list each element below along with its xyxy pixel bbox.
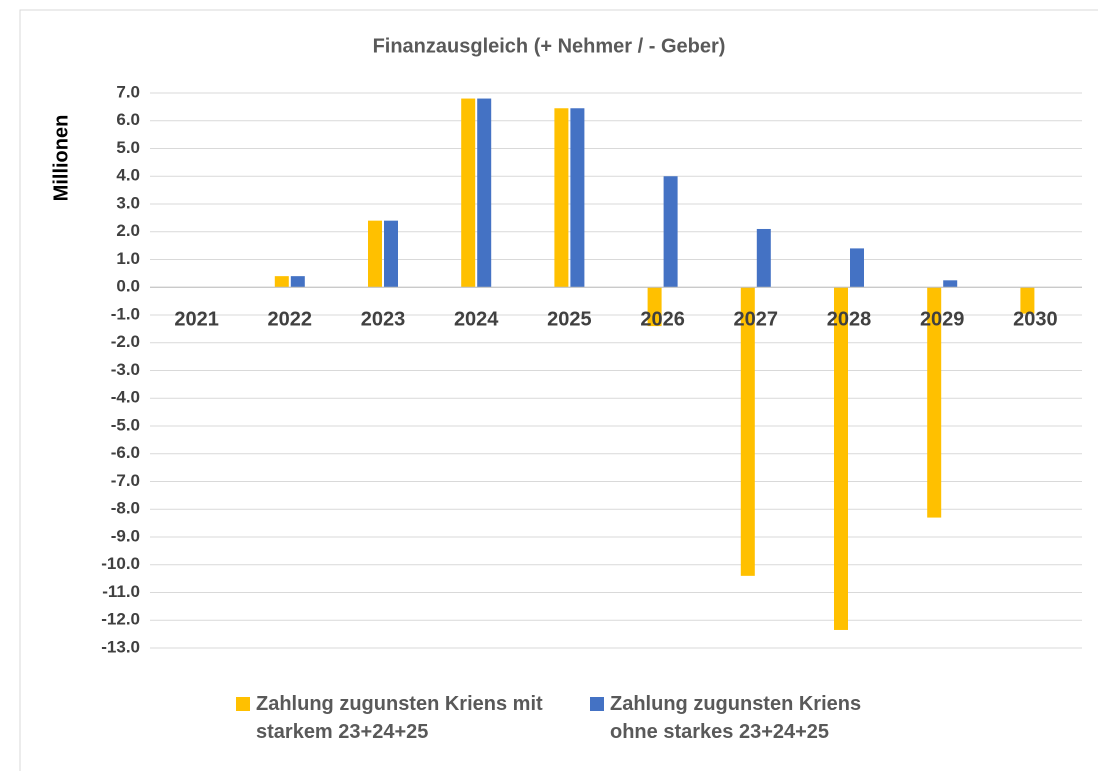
x-tick-label: 2024 <box>454 309 499 331</box>
bar <box>384 220 398 288</box>
y-axis-label: Millionen <box>50 115 72 202</box>
y-tick-label: -3.0 <box>111 360 140 379</box>
y-tick-label: 3.0 <box>116 193 140 212</box>
x-tick-label: 2021 <box>174 309 219 331</box>
bar <box>274 276 289 288</box>
y-tick-label: -6.0 <box>111 443 140 462</box>
y-tick-label: -10.0 <box>101 554 140 573</box>
y-tick-label: -1.0 <box>111 304 140 323</box>
x-tick-label: 2022 <box>268 309 313 331</box>
bar <box>290 276 305 288</box>
x-tick-label: 2029 <box>920 309 965 331</box>
x-tick-label: 2023 <box>361 309 406 331</box>
y-tick-label: 2.0 <box>116 221 140 240</box>
x-tick-label: 2026 <box>640 309 685 331</box>
y-tick-label: 5.0 <box>116 138 140 157</box>
bar <box>1020 287 1035 314</box>
y-tick-label: -8.0 <box>111 499 140 518</box>
y-tick-label: -11.0 <box>102 582 140 601</box>
y-tick-label: 1.0 <box>116 249 140 268</box>
x-tick-label: 2028 <box>827 309 872 331</box>
y-tick-label: -5.0 <box>111 415 140 434</box>
bar <box>368 220 382 288</box>
bar <box>927 287 942 518</box>
bar <box>570 108 585 288</box>
y-tick-label: -13.0 <box>101 637 140 656</box>
x-tick-label: 2025 <box>547 309 592 331</box>
legend-label: Zahlung zugunsten Kriens mit starkem 23+… <box>256 693 543 743</box>
bar <box>943 280 958 288</box>
legend-entry: Zahlung zugunsten Kriens ohne starkes 23… <box>590 690 900 746</box>
chart-title: Finanzausgleich (+ Nehmer / - Geber) <box>373 35 726 57</box>
x-tick-label: 2030 <box>1013 309 1058 331</box>
chart-border <box>19 9 1098 771</box>
bar <box>834 287 848 630</box>
y-tick-label: -2.0 <box>111 332 140 351</box>
y-tick-label: -7.0 <box>111 471 140 490</box>
y-tick-label: 0.0 <box>116 277 140 296</box>
legend-entry: Zahlung zugunsten Kriens mit starkem 23+… <box>236 690 546 746</box>
bar <box>647 287 662 327</box>
y-tick-label: -12.0 <box>101 610 140 629</box>
y-tick-label: 4.0 <box>116 166 140 185</box>
y-tick-label: -4.0 <box>111 388 140 407</box>
y-tick-label: 6.0 <box>116 110 140 129</box>
legend-swatch <box>236 697 250 711</box>
bar <box>477 98 492 288</box>
bar <box>461 98 476 288</box>
legend-swatch <box>590 697 604 711</box>
bar <box>756 228 771 288</box>
x-tick-label: 2027 <box>734 309 779 331</box>
y-tick-label: 7.0 <box>116 82 140 101</box>
legend-label: Zahlung zugunsten Kriens ohne starkes 23… <box>610 693 862 743</box>
bar <box>554 108 569 288</box>
y-tick-label: -9.0 <box>111 526 140 545</box>
bar <box>740 287 755 576</box>
bar <box>850 248 864 288</box>
bar <box>663 176 678 288</box>
